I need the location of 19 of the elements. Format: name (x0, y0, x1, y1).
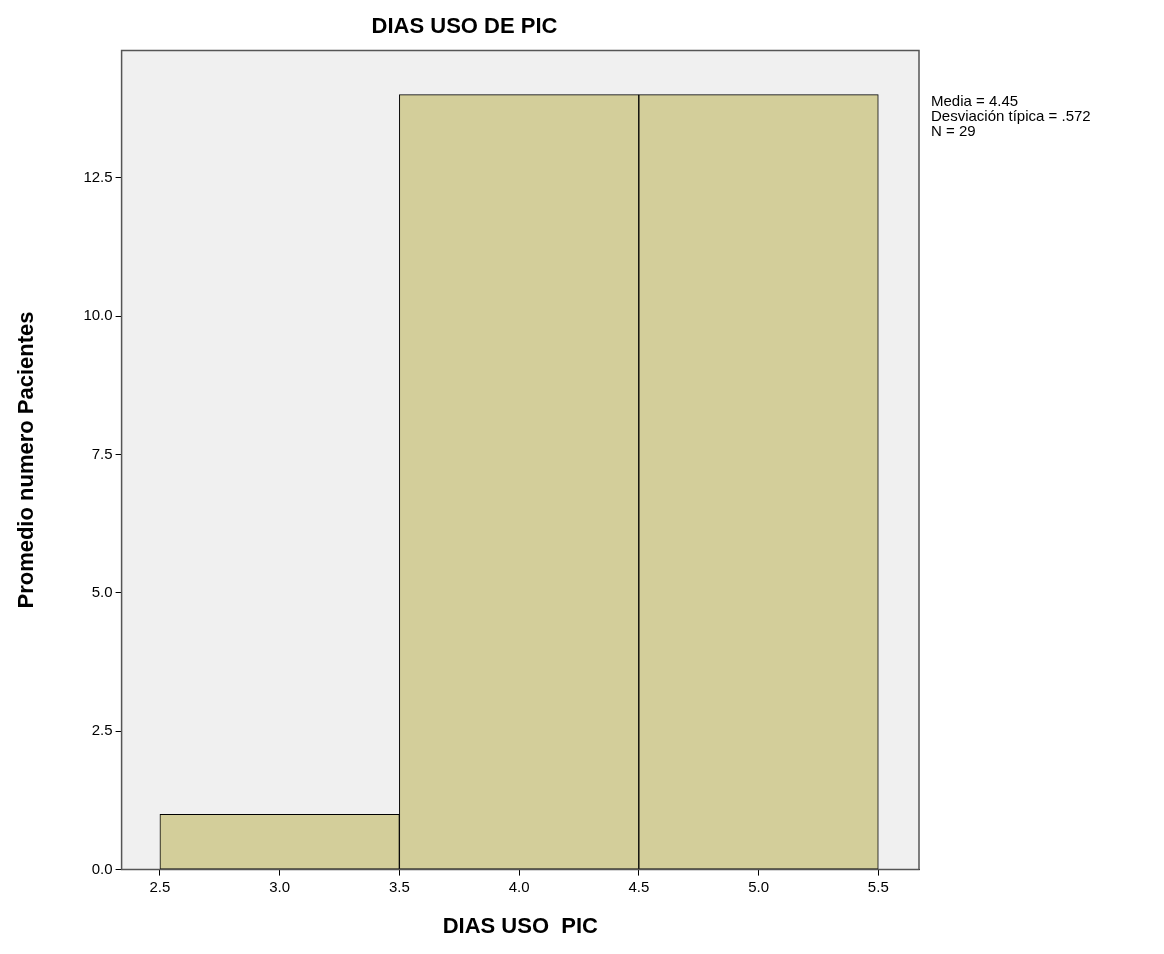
y-tick-label: 0.0 (91, 859, 113, 877)
chart-title: DIAS USO DE PIC (371, 13, 558, 39)
x-axis-title: DIAS USO PIC (442, 912, 599, 938)
x-tick-label: 3.5 (388, 877, 410, 895)
text: Media = 4.45 (931, 92, 1019, 110)
x-tick-label: 4.5 (628, 877, 650, 895)
x-tick-label: 2.5 (149, 877, 171, 895)
x-tick-label: 4.0 (508, 877, 530, 895)
x-tick-label: 5.5 (867, 877, 889, 895)
text: Desviación típica = .572 (931, 107, 1091, 125)
y-tick-label: 2.5 (91, 721, 113, 739)
y-tick-label: 12.5 (83, 167, 113, 185)
y-tick-label: 10.0 (83, 306, 113, 324)
y-tick-label: 7.5 (91, 444, 113, 462)
x-tick-label: 3.0 (269, 877, 291, 895)
text: N = 29 (931, 122, 976, 140)
x-tick-label: 5.0 (748, 877, 769, 895)
y-tick-label: 5.0 (91, 582, 113, 600)
y-axis-title: Promedio numero Pacientes (13, 311, 39, 609)
